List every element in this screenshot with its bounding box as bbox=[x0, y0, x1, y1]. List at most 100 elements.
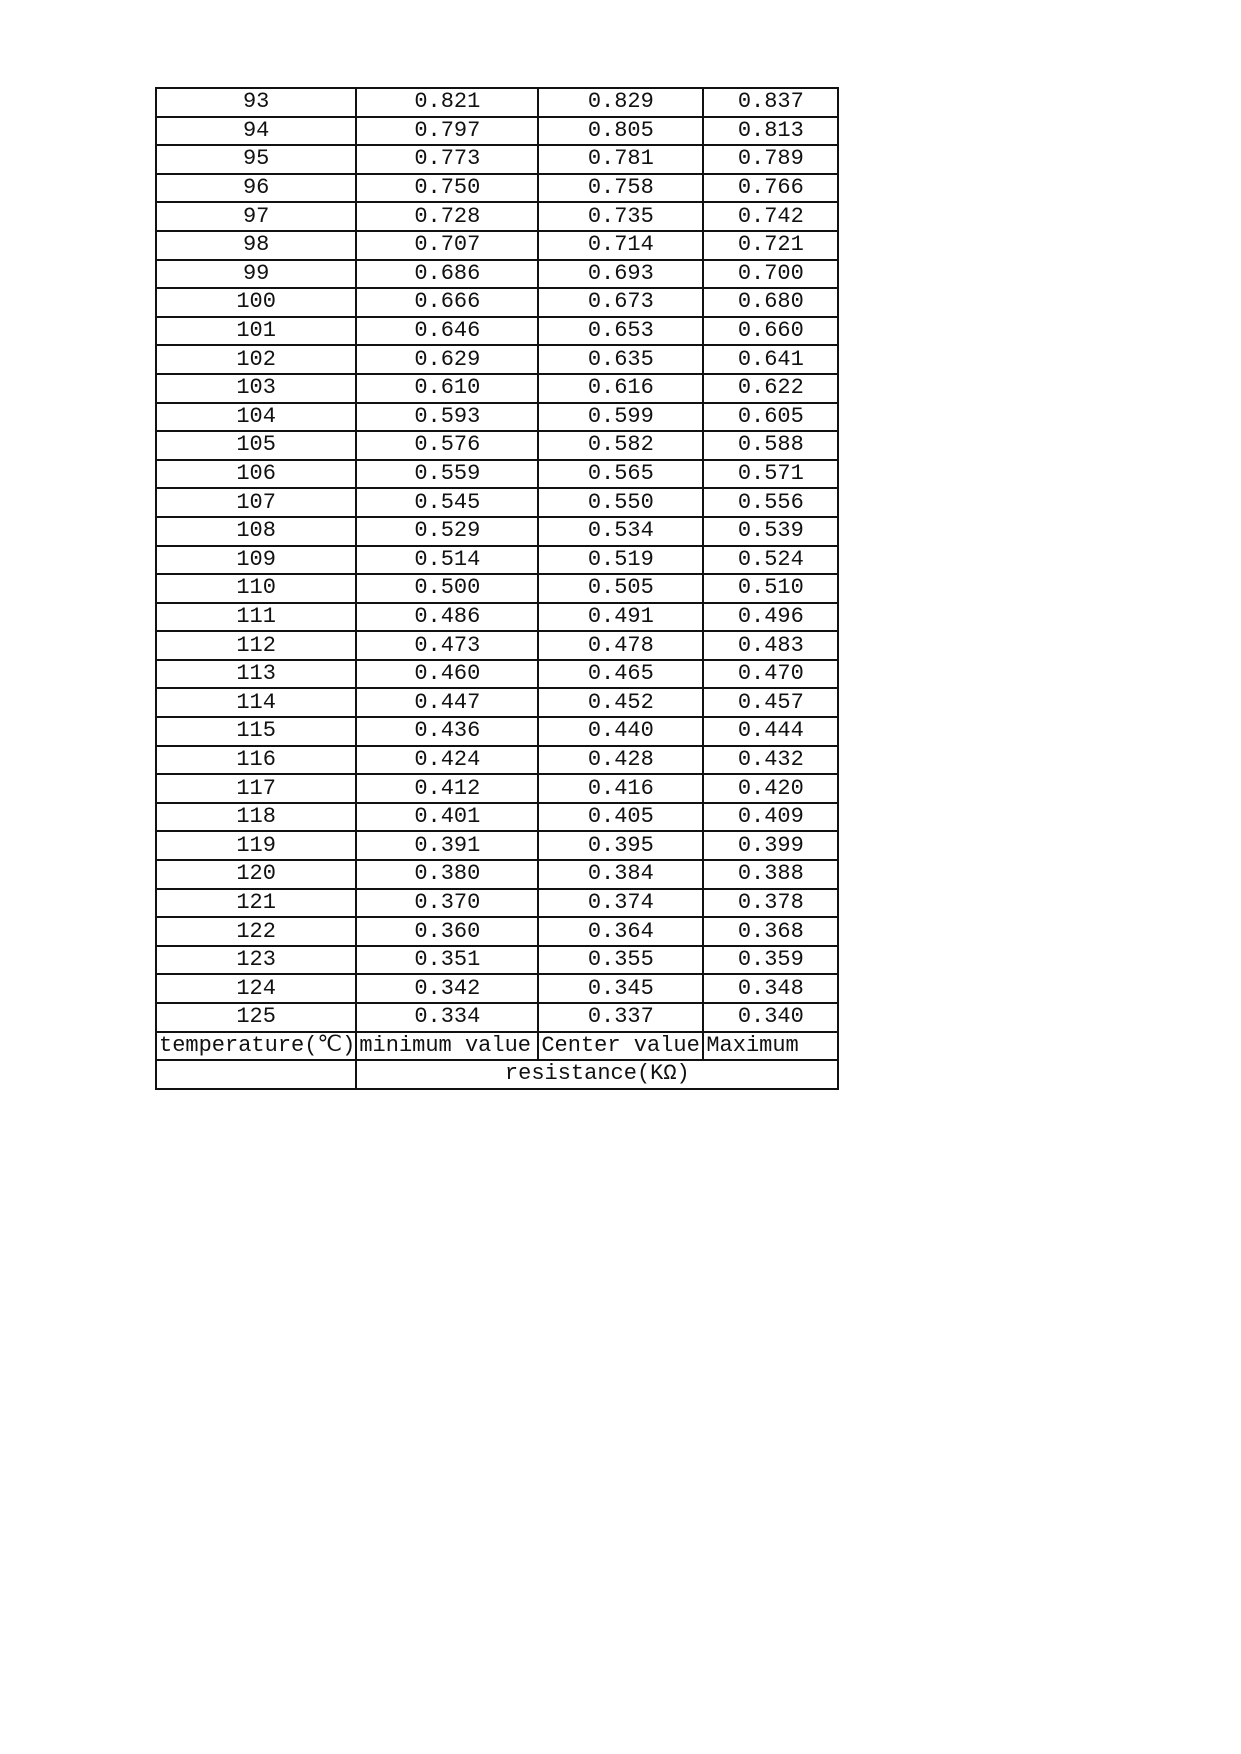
minimum-cell: 0.473 bbox=[355, 630, 540, 661]
center-cell: 0.374 bbox=[537, 887, 705, 919]
table-row: 100 0.666 0.673 0.680 bbox=[154, 287, 840, 318]
minimum-cell: 0.380 bbox=[355, 859, 540, 890]
minimum-cell: 0.424 bbox=[355, 744, 540, 776]
maximum-cell: 0.399 bbox=[702, 830, 840, 862]
minimum-cell: 0.821 bbox=[355, 87, 540, 118]
temperature-cell: 94 bbox=[154, 115, 358, 147]
center-cell: 0.364 bbox=[537, 916, 705, 947]
table-row: 108 0.529 0.534 0.539 bbox=[154, 515, 840, 547]
center-cell: 0.465 bbox=[537, 658, 705, 690]
table-row: 95 0.773 0.781 0.789 bbox=[154, 144, 840, 175]
center-cell: 0.693 bbox=[537, 258, 705, 290]
table-row: 125 0.334 0.337 0.340 bbox=[154, 1002, 840, 1033]
temperature-cell: 93 bbox=[154, 87, 358, 118]
temperature-cell: 112 bbox=[154, 630, 358, 661]
minimum-cell: 0.629 bbox=[355, 344, 540, 375]
maximum-cell: 0.510 bbox=[702, 573, 840, 604]
header-center: Center value bbox=[537, 1030, 705, 1062]
center-cell: 0.337 bbox=[537, 1002, 705, 1033]
maximum-cell: 0.789 bbox=[702, 144, 840, 175]
center-cell: 0.758 bbox=[537, 172, 705, 204]
header-minimum: minimum value bbox=[355, 1030, 540, 1062]
temperature-cell: 97 bbox=[154, 201, 358, 232]
temperature-cell: 117 bbox=[154, 773, 358, 804]
temperature-cell: 98 bbox=[154, 229, 358, 261]
temperature-cell: 114 bbox=[154, 687, 358, 719]
center-cell: 0.829 bbox=[537, 87, 705, 118]
maximum-cell: 0.588 bbox=[702, 430, 840, 461]
maximum-cell: 0.432 bbox=[702, 744, 840, 776]
maximum-cell: 0.837 bbox=[702, 87, 840, 118]
table-row: 99 0.686 0.693 0.700 bbox=[154, 258, 840, 290]
center-cell: 0.345 bbox=[537, 973, 705, 1004]
minimum-cell: 0.773 bbox=[355, 144, 540, 175]
temperature-cell: 103 bbox=[154, 372, 358, 404]
temperature-cell: 123 bbox=[154, 944, 358, 976]
center-cell: 0.550 bbox=[537, 487, 705, 518]
minimum-cell: 0.500 bbox=[355, 573, 540, 604]
table-row: 122 0.360 0.364 0.368 bbox=[154, 916, 840, 947]
temperature-cell: 116 bbox=[154, 744, 358, 776]
table-row: 111 0.486 0.491 0.496 bbox=[154, 601, 840, 633]
table-row: 115 0.436 0.440 0.444 bbox=[154, 716, 840, 747]
maximum-cell: 0.378 bbox=[702, 887, 840, 919]
table-row: 119 0.391 0.395 0.399 bbox=[154, 830, 840, 862]
center-cell: 0.805 bbox=[537, 115, 705, 147]
maximum-cell: 0.496 bbox=[702, 601, 840, 633]
table-row: 123 0.351 0.355 0.359 bbox=[154, 944, 840, 976]
table-row: 107 0.545 0.550 0.556 bbox=[154, 487, 840, 518]
center-cell: 0.635 bbox=[537, 344, 705, 375]
temperature-cell: 104 bbox=[154, 401, 358, 433]
minimum-cell: 0.728 bbox=[355, 201, 540, 232]
table-row: 113 0.460 0.465 0.470 bbox=[154, 658, 840, 690]
minimum-cell: 0.360 bbox=[355, 916, 540, 947]
center-cell: 0.781 bbox=[537, 144, 705, 175]
resistance-table: 93 0.821 0.829 0.837 94 0.797 0.805 0.813 95 0.77… bbox=[154, 87, 840, 1090]
minimum-cell: 0.707 bbox=[355, 229, 540, 261]
center-cell: 0.616 bbox=[537, 372, 705, 404]
temperature-cell: 125 bbox=[154, 1002, 358, 1033]
temperature-cell: 99 bbox=[154, 258, 358, 290]
table-row: 101 0.646 0.653 0.660 bbox=[154, 315, 840, 347]
center-cell: 0.735 bbox=[537, 201, 705, 232]
center-cell: 0.653 bbox=[537, 315, 705, 347]
temperature-cell: 96 bbox=[154, 172, 358, 204]
maximum-cell: 0.539 bbox=[702, 515, 840, 547]
minimum-cell: 0.334 bbox=[355, 1002, 540, 1033]
maximum-cell: 0.813 bbox=[702, 115, 840, 147]
temperature-cell: 120 bbox=[154, 859, 358, 890]
temperature-cell: 101 bbox=[154, 315, 358, 347]
center-cell: 0.478 bbox=[537, 630, 705, 661]
minimum-cell: 0.436 bbox=[355, 716, 540, 747]
maximum-cell: 0.660 bbox=[702, 315, 840, 347]
temperature-cell: 119 bbox=[154, 830, 358, 862]
temperature-cell: 124 bbox=[154, 973, 358, 1004]
table-row: 106 0.559 0.565 0.571 bbox=[154, 458, 840, 490]
minimum-cell: 0.610 bbox=[355, 372, 540, 404]
maximum-cell: 0.622 bbox=[702, 372, 840, 404]
minimum-cell: 0.412 bbox=[355, 773, 540, 804]
temperature-cell: 106 bbox=[154, 458, 358, 490]
maximum-cell: 0.444 bbox=[702, 716, 840, 747]
table-row: 114 0.447 0.452 0.457 bbox=[154, 687, 840, 719]
table-row: 110 0.500 0.505 0.510 bbox=[154, 573, 840, 604]
center-cell: 0.505 bbox=[537, 573, 705, 604]
table-row: 109 0.514 0.519 0.524 bbox=[154, 544, 840, 576]
center-cell: 0.395 bbox=[537, 830, 705, 862]
temperature-cell: 113 bbox=[154, 658, 358, 690]
center-cell: 0.534 bbox=[537, 515, 705, 547]
minimum-cell: 0.646 bbox=[355, 315, 540, 347]
maximum-cell: 0.524 bbox=[702, 544, 840, 576]
table-row: 112 0.473 0.478 0.483 bbox=[154, 630, 840, 661]
temperature-cell: 109 bbox=[154, 544, 358, 576]
temperature-cell: 111 bbox=[154, 601, 358, 633]
header-resistance: resistance(KΩ) bbox=[355, 1059, 840, 1090]
center-cell: 0.491 bbox=[537, 601, 705, 633]
center-cell: 0.355 bbox=[537, 944, 705, 976]
maximum-cell: 0.556 bbox=[702, 487, 840, 518]
group-header-row: resistance(KΩ) bbox=[154, 1059, 840, 1090]
table-row: 94 0.797 0.805 0.813 bbox=[154, 115, 840, 147]
center-cell: 0.673 bbox=[537, 287, 705, 318]
table-row: 118 0.401 0.405 0.409 bbox=[154, 801, 840, 833]
temperature-cell: 121 bbox=[154, 887, 358, 919]
